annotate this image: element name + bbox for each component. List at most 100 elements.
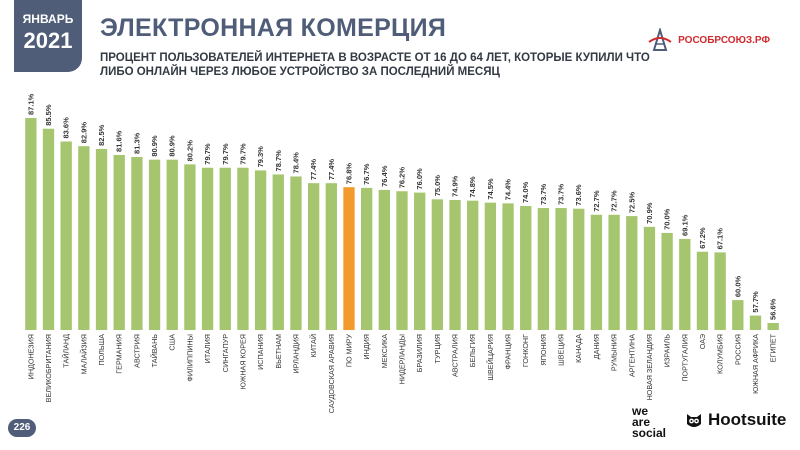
- data-label: 80.9%: [168, 135, 177, 157]
- category-label: ЮЖНАЯ КОРЕЯ: [238, 334, 247, 389]
- category-label: ЯПОНИЯ: [539, 334, 548, 366]
- data-label: 81.3%: [132, 132, 141, 154]
- bar: [42, 128, 55, 330]
- data-label: 70.9%: [645, 202, 654, 224]
- bar: [237, 167, 249, 330]
- category-label: БРАЗИЛИЯ: [415, 334, 424, 372]
- bar: [219, 167, 231, 330]
- logo-line: are: [632, 415, 651, 429]
- bar: [148, 159, 161, 330]
- bar: [60, 141, 72, 330]
- category-label: ДАНИЯ: [592, 334, 601, 359]
- bar: [714, 252, 726, 330]
- category-label: АВСТРИЯ: [132, 334, 141, 368]
- bar: [749, 315, 762, 330]
- date-year: 2021: [23, 28, 73, 53]
- category-label: АВСТРАЛИЯ: [451, 334, 460, 377]
- bar: [272, 174, 284, 330]
- category-label: ТАЙЛАНД: [62, 334, 71, 368]
- logo-line: we: [632, 404, 649, 418]
- hootsuite-logo: Hootsuite: [684, 410, 786, 430]
- data-label: 76.8%: [344, 163, 353, 185]
- data-label: 79.3%: [256, 146, 265, 168]
- category-label: ПО МИРУ: [344, 334, 353, 368]
- category-label: КИТАЙ: [309, 334, 318, 357]
- data-label: 85.5%: [44, 104, 53, 126]
- category-label: ИТАЛИЯ: [203, 334, 212, 363]
- bar: [520, 206, 532, 330]
- data-label: 72.5%: [627, 192, 636, 214]
- data-label: 69.1%: [680, 214, 689, 236]
- category-label: РУМЫНИЯ: [610, 334, 619, 371]
- brand-top: РОСОБРСОЮЗ.РФ: [646, 28, 770, 52]
- category-label: ФРАНЦИЯ: [504, 334, 513, 369]
- data-label: 83.6%: [62, 117, 71, 139]
- data-label: 70.0%: [663, 208, 672, 230]
- category-label: ИНДОНЕЗИЯ: [26, 334, 35, 379]
- category-label: ПОЛЬША: [97, 334, 106, 366]
- data-label: 57.7%: [751, 291, 760, 313]
- category-label: СИНГАПУР: [221, 334, 230, 372]
- category-label: ТАЙВАНЬ: [150, 334, 159, 368]
- category-label: ГОНКОНГ: [521, 334, 530, 367]
- bar: [573, 208, 585, 330]
- category-label: АРГЕНТИНА: [627, 334, 636, 377]
- category-label: ОАЭ: [698, 334, 707, 349]
- bar: [166, 159, 178, 330]
- data-label: 82.9%: [79, 122, 88, 144]
- data-label: 76.2%: [398, 167, 407, 189]
- bar: [732, 300, 744, 330]
- category-label: ЕГИПЕТ: [769, 333, 778, 362]
- data-label: 76.4%: [380, 165, 389, 187]
- hootsuite-text: Hootsuite: [708, 410, 787, 429]
- page-subtitle: ПРОЦЕНТ ПОЛЬЗОВАТЕЛЕЙ ИНТЕРНЕТА В ВОЗРАС…: [100, 52, 650, 78]
- owl-icon: [687, 414, 701, 427]
- data-label: 78.7%: [274, 150, 283, 172]
- data-label: 67.1%: [716, 228, 725, 250]
- data-label: 74.9%: [451, 175, 460, 197]
- category-label: ИСПАНИЯ: [256, 334, 265, 370]
- category-label: ВЕЛИКОБРИТАНИЯ: [44, 334, 53, 402]
- data-label: 74.4%: [504, 179, 513, 201]
- logo-line: social: [632, 426, 667, 440]
- data-label: 76.7%: [362, 163, 371, 185]
- bar: [254, 170, 267, 330]
- category-label: ШВЕЙЦАРИЯ: [486, 334, 495, 381]
- bar: [484, 202, 497, 330]
- bar: [502, 203, 514, 330]
- data-label: 81.6%: [115, 130, 124, 152]
- category-label: ВЬЕТНАМ: [274, 334, 283, 369]
- category-label: ЮЖНАЯ АФРИКА: [751, 334, 760, 394]
- bar: [414, 192, 426, 330]
- category-label: ИРЛАНДИЯ: [291, 334, 300, 373]
- category-label: НОВАЯ ЗЕЛАНДИЯ: [645, 334, 654, 400]
- bar: [78, 146, 90, 330]
- data-label: 79.7%: [203, 143, 212, 165]
- data-label: 82.5%: [97, 124, 106, 146]
- category-label: КАНАДА: [574, 334, 583, 363]
- category-label: ФИЛИППИНЫ: [185, 334, 194, 382]
- bar: [626, 216, 638, 330]
- category-label: ИЗРАИЛЬ: [663, 334, 672, 367]
- page-number: 226: [8, 419, 36, 437]
- bar: [643, 226, 656, 330]
- data-label: 80.9%: [150, 135, 159, 157]
- data-label: 75.0%: [433, 175, 442, 197]
- bar: [290, 176, 302, 330]
- bar: [767, 322, 779, 330]
- data-label: 60.0%: [733, 276, 742, 298]
- data-label: 74.5%: [486, 178, 495, 200]
- bar: [431, 199, 443, 330]
- data-label: 87.1%: [26, 93, 35, 115]
- category-label: БЕЛЬГИЯ: [468, 334, 477, 367]
- data-label: 74.8%: [468, 176, 477, 198]
- category-label: ИНДИЯ: [362, 334, 371, 360]
- brand-top-text: РОСОБРСОЮЗ.РФ: [678, 34, 770, 46]
- bar: [696, 251, 709, 330]
- bar: [590, 214, 603, 330]
- page-title: ЭЛЕКТРОННАЯ КОМЕРЦИЯ: [100, 14, 447, 42]
- data-label: 72.7%: [610, 190, 619, 212]
- category-label: ГЕРМАНИЯ: [115, 334, 124, 374]
- category-label: ТУРЦИЯ: [433, 334, 442, 363]
